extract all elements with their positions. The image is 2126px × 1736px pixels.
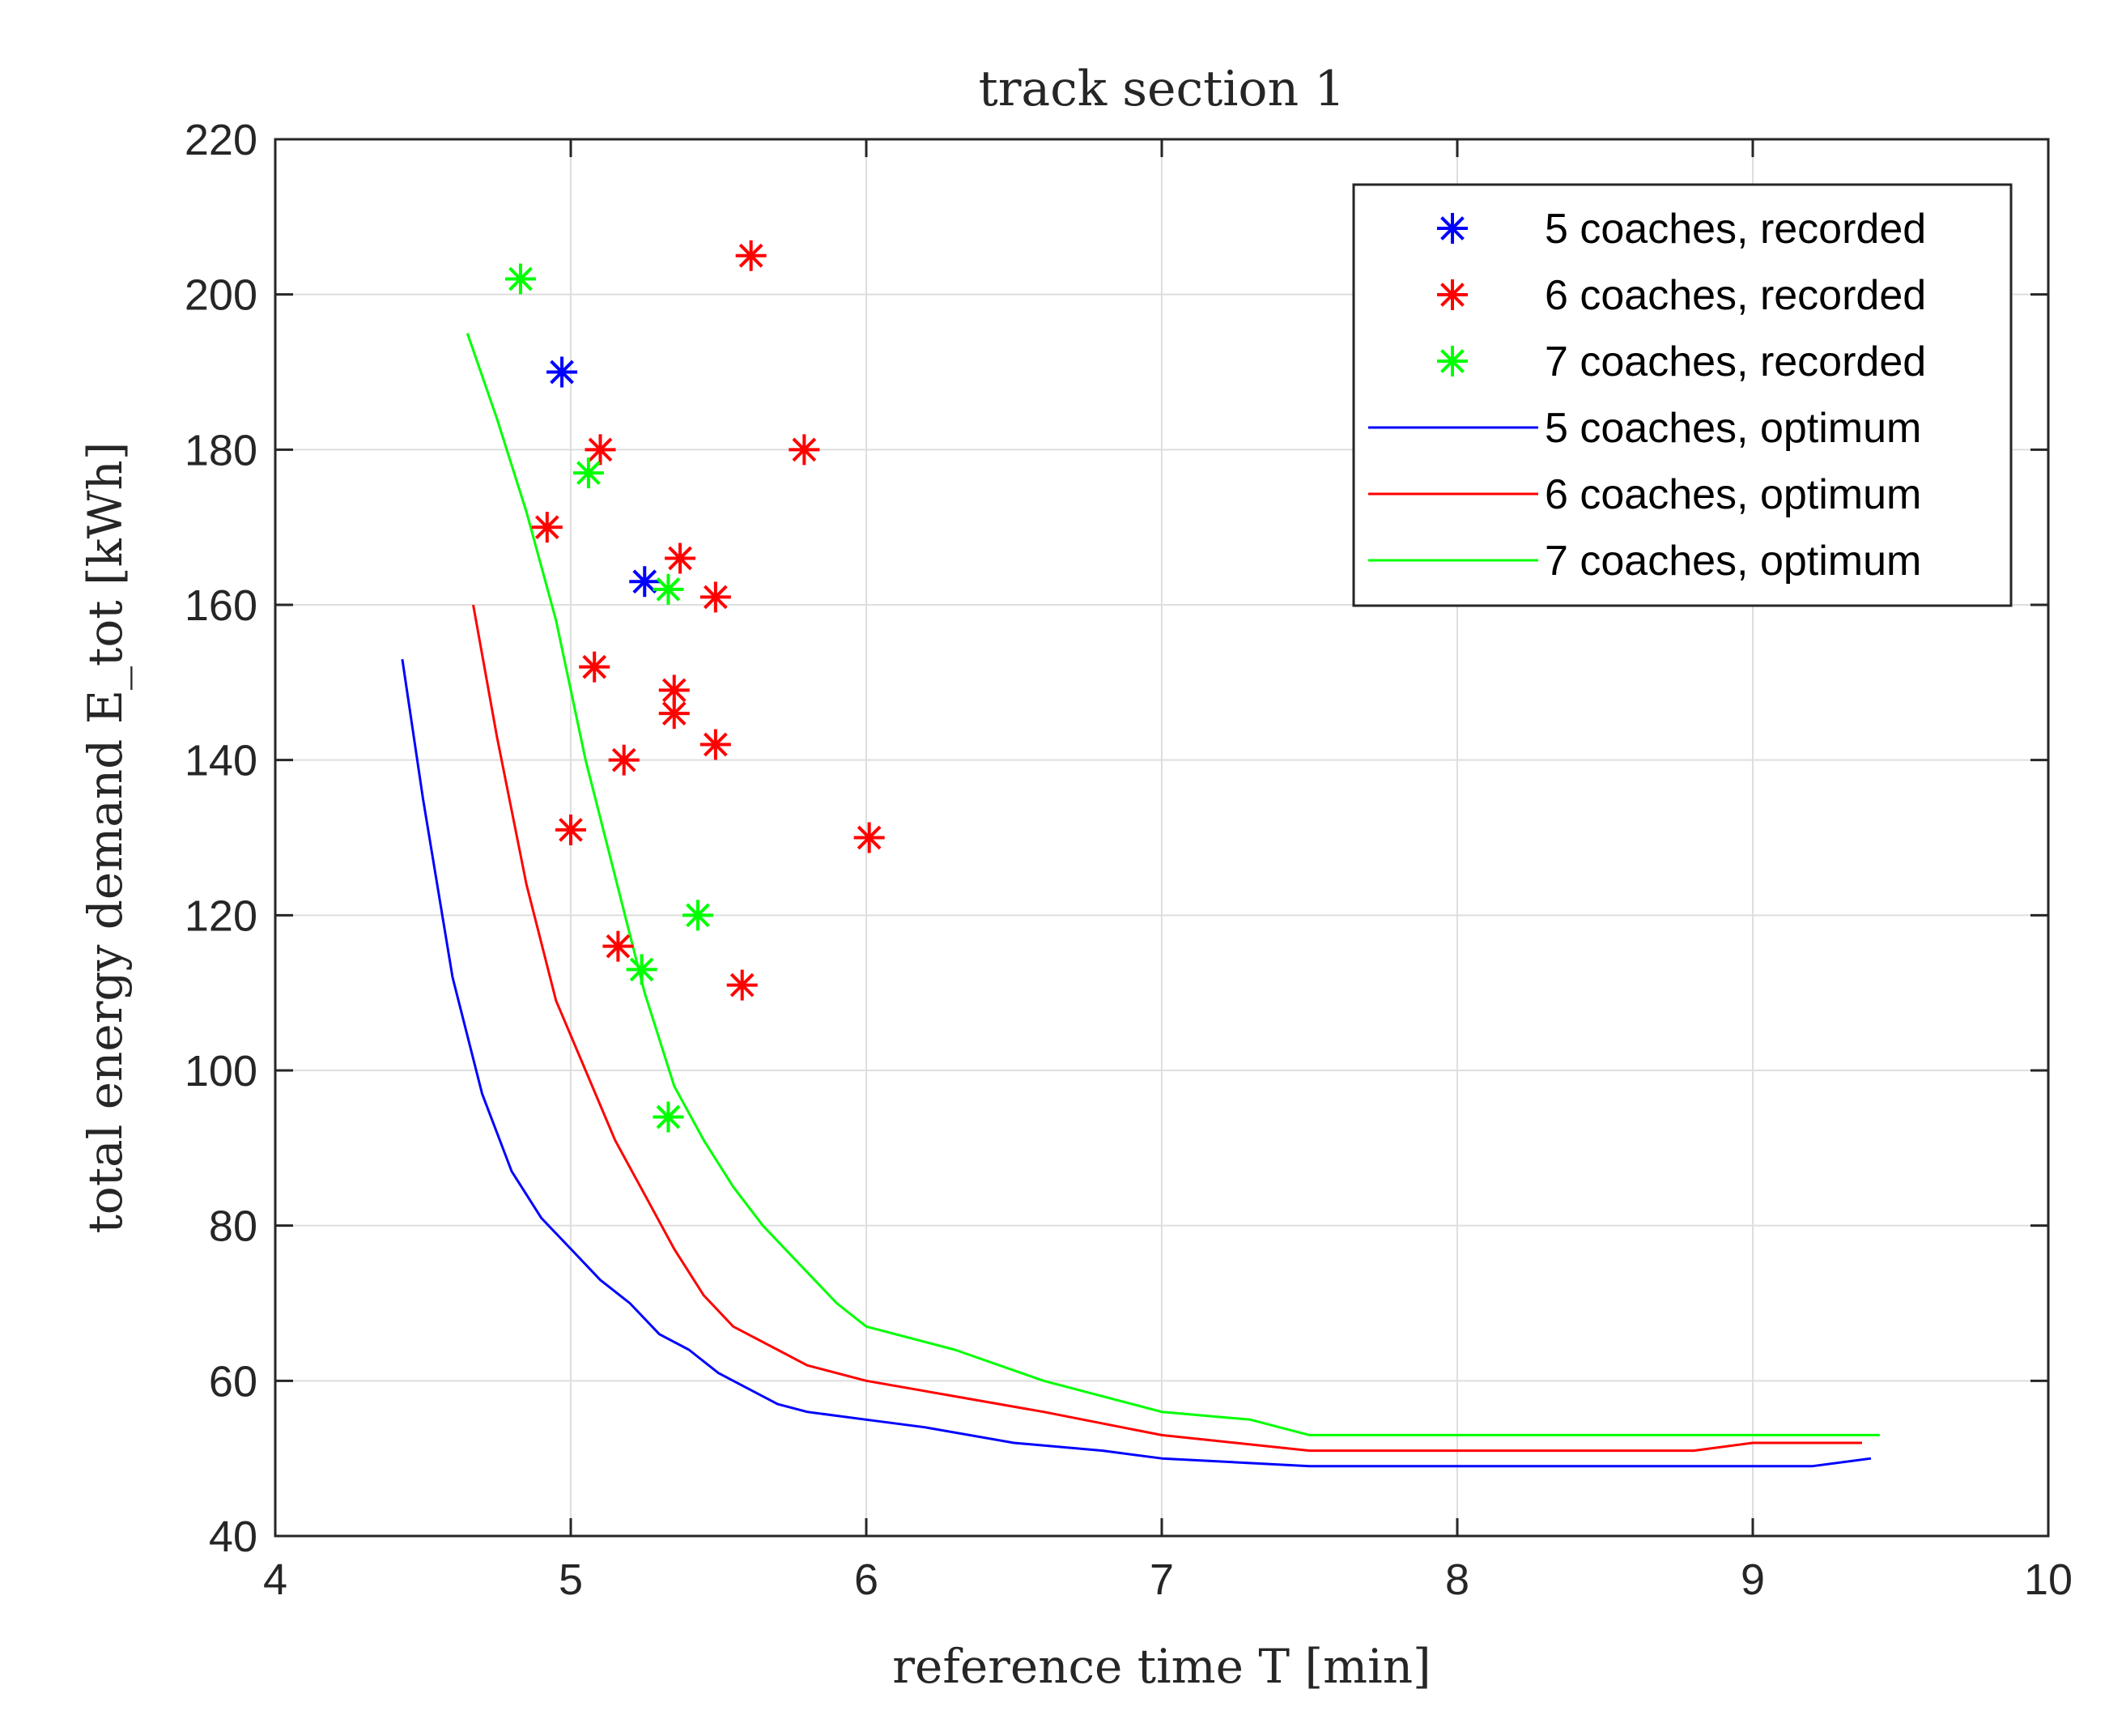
x-tick-label: 8	[1445, 1555, 1469, 1604]
legend: 5 coaches, recorded 6 coaches, recorded 7 …	[1352, 183, 2013, 607]
y-tick-label: 180	[185, 426, 257, 474]
series-line-5	[466, 333, 1880, 1436]
data-point-2-2	[653, 573, 684, 605]
y-tick-label: 200	[185, 271, 257, 320]
x-tick-label: 10	[2024, 1555, 2073, 1604]
legend-label-2: 7 coaches, recorded	[1545, 338, 1926, 385]
data-point-1-4	[665, 542, 696, 574]
series-line-3	[401, 658, 1872, 1468]
x-tick-label: 6	[854, 1555, 878, 1604]
data-point-1-10	[608, 744, 640, 776]
y-tick-label: 160	[185, 581, 257, 630]
legend-label-0: 5 coaches, recorded	[1545, 206, 1926, 253]
data-point-1-2	[585, 434, 616, 466]
legend-label-3: 5 coaches, optimum	[1545, 405, 1921, 452]
data-point-1-0	[735, 240, 767, 271]
legend-marker-1	[1437, 279, 1468, 310]
data-point-1-13	[602, 930, 634, 962]
y-tick-label: 220	[185, 116, 257, 164]
series-line-4	[472, 604, 1862, 1453]
series-lines	[401, 333, 1880, 1468]
data-point-1-11	[853, 822, 885, 853]
series-points	[504, 240, 885, 1133]
x-tick-label: 4	[263, 1555, 287, 1604]
data-point-0-1	[629, 566, 661, 598]
data-point-1-12	[555, 814, 586, 845]
y-tick-label: 60	[209, 1357, 257, 1406]
legend-marker-0	[1437, 213, 1468, 244]
data-point-1-9	[699, 729, 731, 760]
y-tick-label: 140	[185, 737, 257, 785]
data-point-0-0	[546, 356, 578, 388]
data-point-1-5	[699, 581, 731, 613]
y-tick-label: 120	[185, 891, 257, 940]
data-point-2-0	[504, 263, 536, 295]
legend-marker-2	[1437, 346, 1468, 377]
legend-label-1: 6 coaches, recorded	[1545, 272, 1926, 319]
y-tick-label: 40	[209, 1513, 257, 1561]
data-point-1-8	[658, 698, 690, 730]
legend-label-5: 7 coaches, optimum	[1545, 538, 1921, 585]
chart-title: track section 1	[979, 61, 1346, 117]
y-axis-label: total energy demand E_tot [kWh]	[78, 442, 133, 1234]
x-axis-label: reference time T [min]	[892, 1639, 1431, 1694]
x-tick-label: 7	[1150, 1555, 1174, 1604]
y-tick-label: 100	[185, 1047, 257, 1096]
data-point-2-5	[653, 1101, 684, 1133]
data-point-2-4	[626, 954, 657, 985]
data-point-1-3	[531, 512, 563, 543]
x-tick-label: 5	[559, 1555, 583, 1604]
data-point-2-1	[572, 457, 604, 489]
legend-label-4: 6 coaches, optimum	[1545, 471, 1921, 518]
data-point-2-3	[682, 900, 713, 931]
x-tick-label: 9	[1741, 1555, 1765, 1604]
data-point-1-6	[579, 651, 610, 683]
ticks: 4 5 6 7 8 9 10 40 60 80 100 120 140 160 180 200 220	[185, 116, 2073, 1604]
y-tick-label: 80	[209, 1202, 257, 1251]
data-point-1-1	[789, 434, 820, 466]
legend-box	[1352, 183, 2013, 607]
data-point-1-14	[726, 969, 758, 1001]
